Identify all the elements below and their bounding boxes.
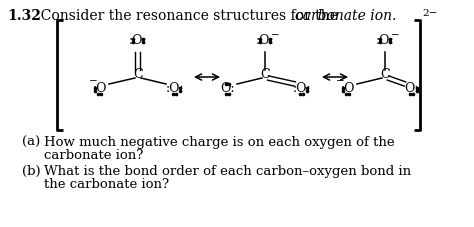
Text: How much negative charge is on each oxygen of the: How much negative charge is on each oxyg… [44, 136, 395, 149]
Text: :O: :O [93, 82, 107, 96]
Text: O:: O: [405, 82, 419, 96]
Text: 2−: 2− [422, 9, 438, 18]
Text: :O:: :O: [376, 34, 394, 47]
Text: carbonate ion.: carbonate ion. [295, 9, 396, 23]
Text: :O:: :O: [128, 34, 147, 47]
Text: What is the bond order of each carbon–oxygen bond in: What is the bond order of each carbon–ox… [44, 165, 411, 178]
Text: (a): (a) [22, 136, 40, 149]
Text: 1.32: 1.32 [7, 9, 41, 23]
Text: −: − [89, 76, 97, 86]
Text: :O:: :O: [166, 82, 184, 96]
Text: :O:: :O: [255, 34, 274, 47]
Text: Consider the resonance structures for the: Consider the resonance structures for th… [32, 9, 342, 23]
Text: the carbonate ion?: the carbonate ion? [44, 178, 169, 191]
Text: :O: :O [341, 82, 355, 96]
Text: −: − [271, 30, 279, 40]
Text: C: C [260, 69, 270, 81]
Text: C: C [133, 69, 143, 81]
Text: −: − [391, 30, 400, 40]
Text: O:: O: [221, 82, 235, 96]
Text: carbonate ion?: carbonate ion? [44, 149, 143, 162]
Text: (b): (b) [22, 165, 41, 178]
Text: −: − [336, 76, 345, 86]
Text: :O:: :O: [292, 82, 311, 96]
Text: C: C [380, 69, 390, 81]
